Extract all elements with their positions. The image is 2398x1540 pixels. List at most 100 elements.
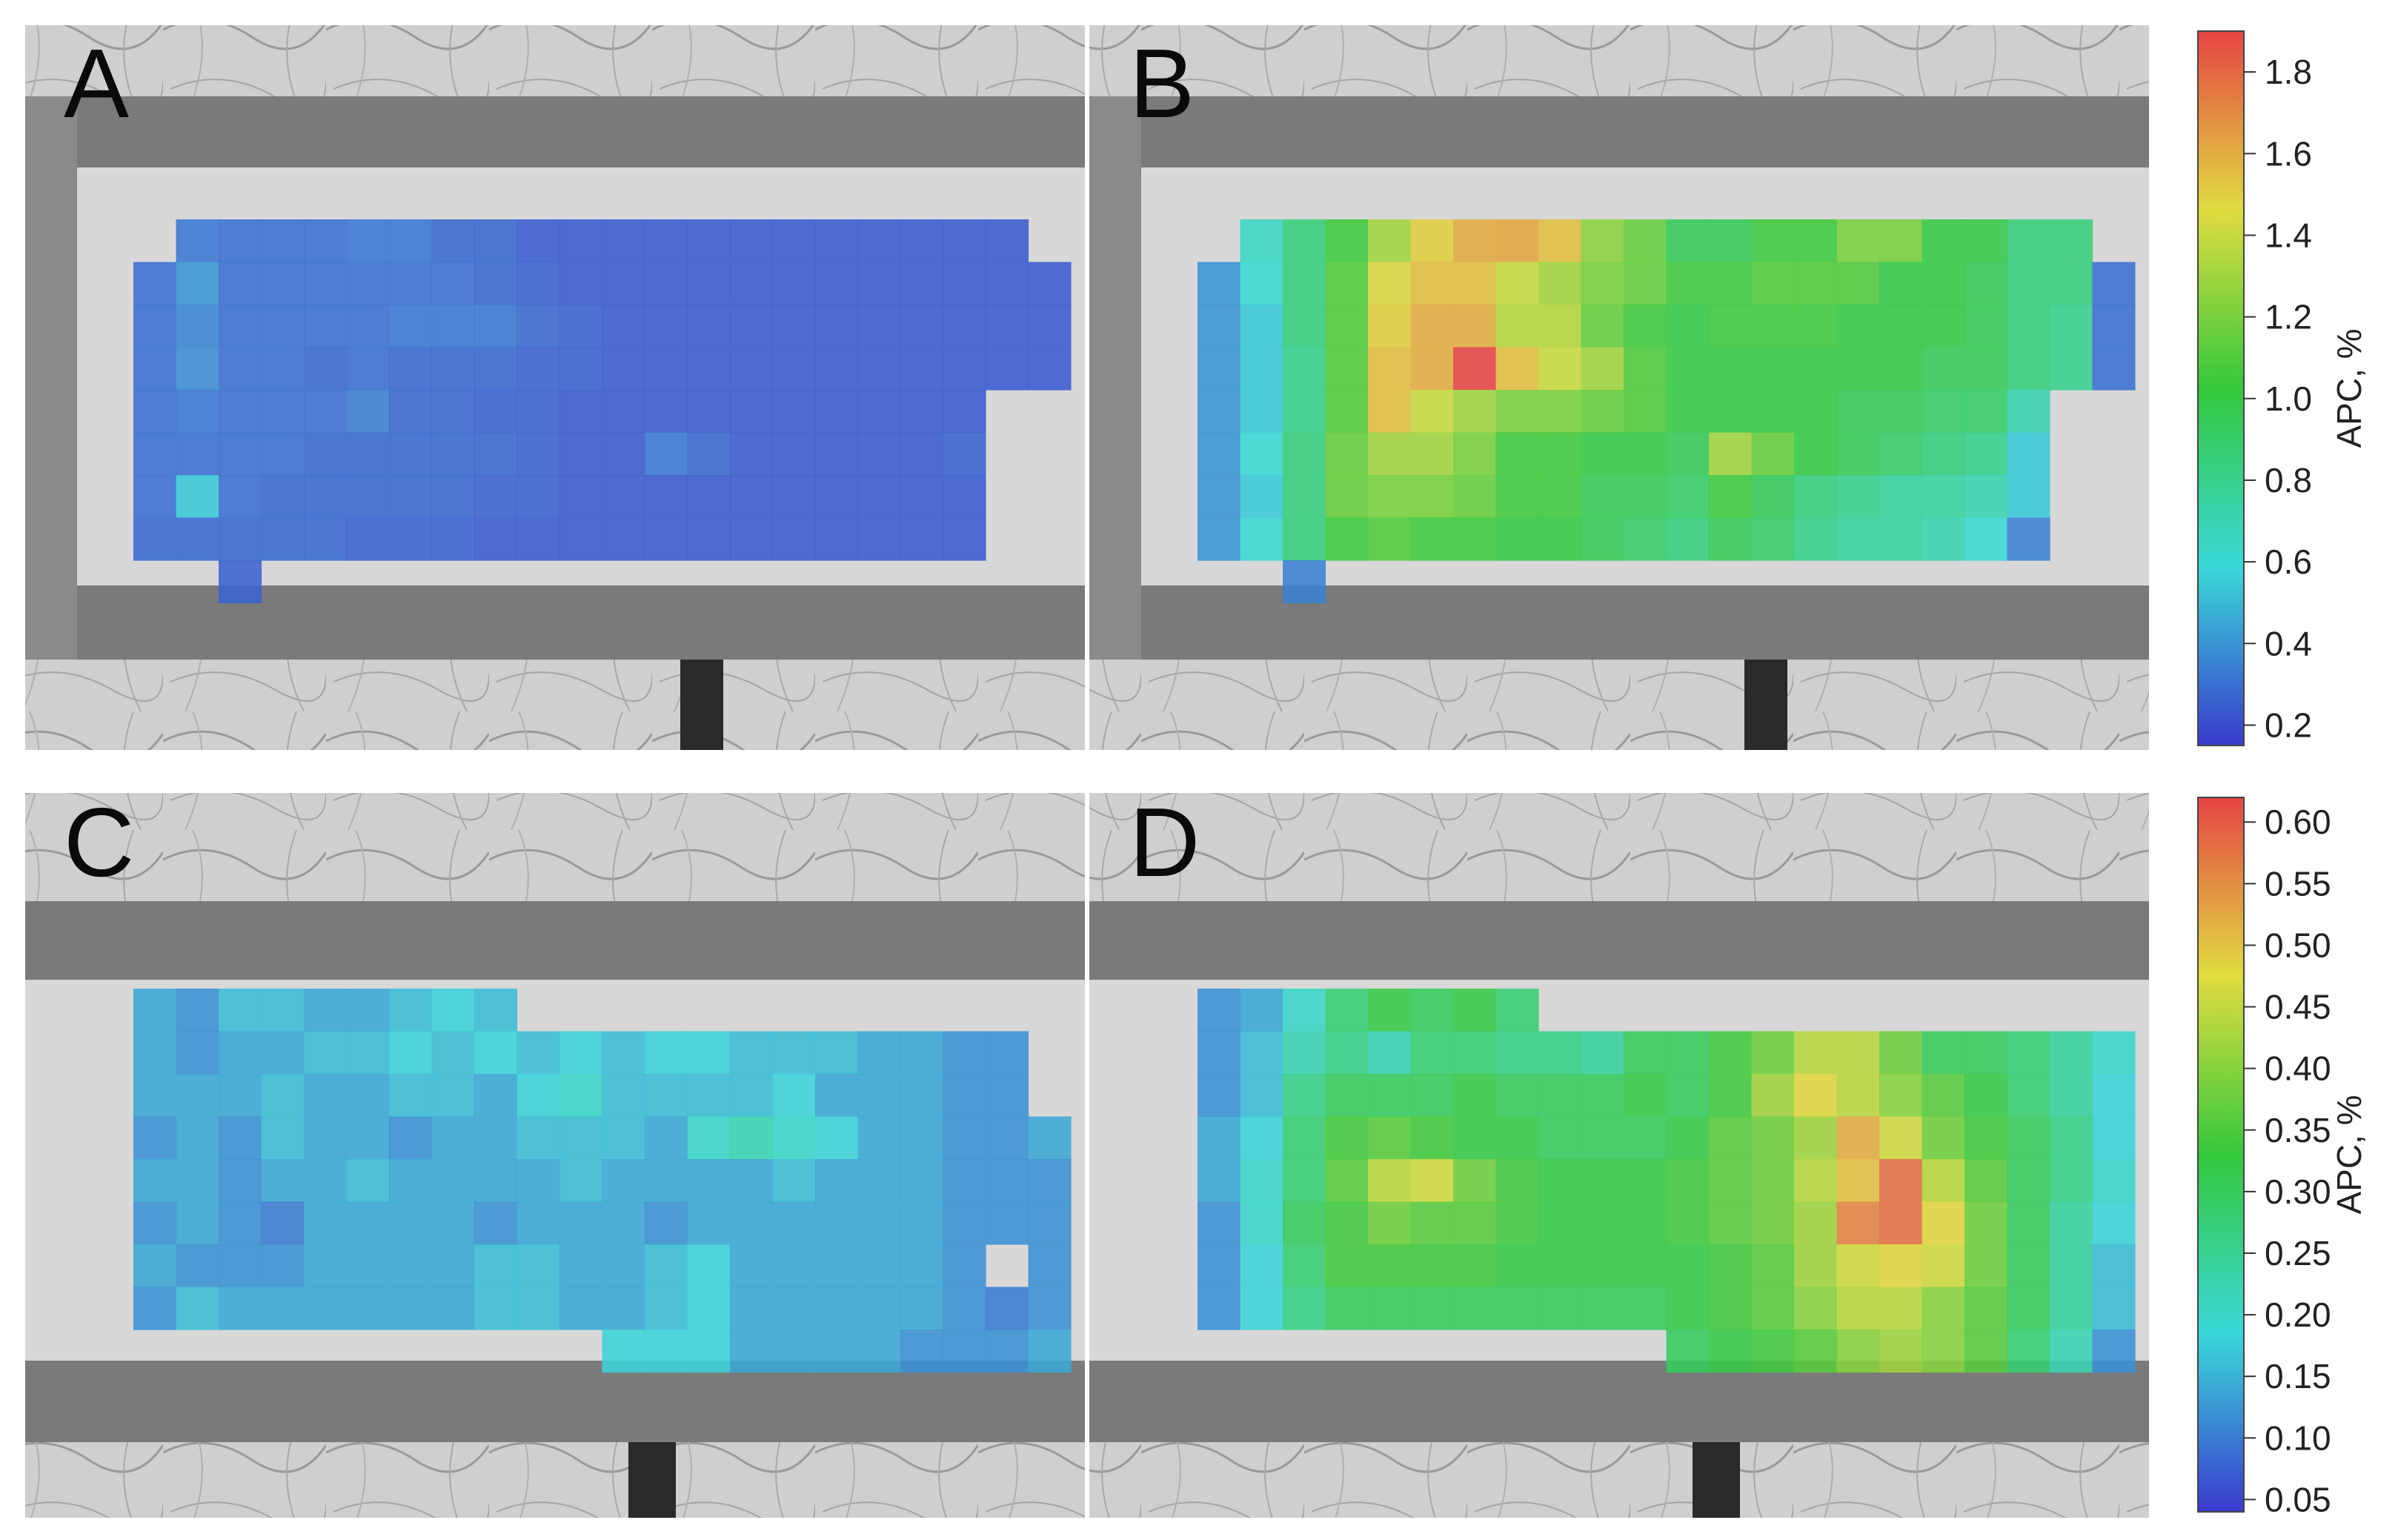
heatmap-cell (645, 475, 688, 519)
heatmap-cell (346, 989, 390, 1032)
heatmap-cell (1794, 517, 1838, 561)
heatmap-cell (133, 1116, 177, 1160)
heatmap-cell (1624, 1159, 1667, 1203)
heatmap-cell (304, 1116, 348, 1160)
heatmap-cell (2050, 1116, 2093, 1160)
heatmap-cell (1624, 1074, 1667, 1118)
heatmap-cell (261, 517, 305, 561)
heatmap-cell (1922, 517, 1965, 561)
heatmap-cell (1368, 1287, 1412, 1330)
heatmap-cell (474, 1074, 518, 1118)
heatmap-cell (2007, 1074, 2050, 1118)
heatmap-cell (1240, 1201, 1283, 1245)
heatmap-cell (2007, 347, 2050, 391)
heatmap-cell (559, 262, 603, 305)
heatmap-cell (772, 1159, 816, 1203)
heatmap-cell (687, 219, 731, 263)
heatmap-cell (645, 390, 688, 434)
heatmap-cell (687, 1031, 731, 1075)
heatmap-cell (474, 1201, 518, 1245)
heatmap-cell (1453, 262, 1497, 305)
heatmap-cell (1538, 1244, 1582, 1288)
heatmap-cell (687, 1244, 731, 1288)
heatmap-cell (857, 305, 901, 348)
heatmap-cell (304, 219, 348, 263)
heatmap-cell (1368, 305, 1412, 348)
heatmap-cell (1538, 1159, 1582, 1203)
heatmap-cell (517, 1244, 560, 1288)
heatmap-cell (857, 1074, 901, 1118)
heatmap-cell (1495, 347, 1539, 391)
colorbar-tick-label: 0.40 (2265, 1049, 2331, 1088)
heatmap-cell (517, 475, 560, 519)
heatmap-cell (1922, 1330, 1965, 1373)
heatmap-cell (1283, 390, 1326, 434)
heatmap-cell (559, 305, 603, 348)
heatmap-cell (1453, 347, 1497, 391)
heatmap-cell (176, 390, 219, 434)
heatmap-cell (602, 1159, 645, 1203)
heatmap-cell (517, 219, 560, 263)
heatmap-cell (219, 517, 262, 561)
heatmap-cell (1794, 1244, 1838, 1288)
colorbar-tick-label: 1.2 (2265, 298, 2312, 336)
heatmap-cell (304, 1201, 348, 1245)
heatmap-cell (687, 347, 731, 391)
heatmap-cell (219, 219, 262, 263)
heatmap-cell (517, 390, 560, 434)
heatmap-cell (986, 305, 1029, 348)
heatmap-cell (1794, 347, 1838, 391)
heatmap-cell (1879, 475, 1923, 519)
heatmap-cell (2050, 262, 2093, 305)
heatmap-cell (2007, 432, 2050, 476)
heatmap-cell (1922, 1031, 1965, 1075)
heatmap-cell (900, 1244, 944, 1288)
heatmap-cell (1538, 219, 1582, 263)
heatmap-cell (602, 1244, 645, 1288)
heatmap-cell (133, 517, 177, 561)
heatmap-cell (2050, 1244, 2093, 1288)
heatmap-cell (1368, 262, 1412, 305)
heatmap-cell (1453, 1287, 1497, 1330)
heatmap-cell (1028, 1244, 1072, 1288)
heatmap-cell (1751, 390, 1795, 434)
heatmap-cell (1538, 1201, 1582, 1245)
heatmap-cell (474, 432, 518, 476)
heatmap-cell (1964, 517, 2008, 561)
heatmap-cell (645, 1244, 688, 1288)
heatmap-cell (815, 390, 859, 434)
heatmap-cell (1581, 517, 1624, 561)
heatmap-cell (730, 1201, 774, 1245)
heatmap-cell (1709, 1244, 1753, 1288)
heatmap-cell (1922, 305, 1965, 348)
heatmap-cell (730, 1244, 774, 1288)
heatmap-cell (219, 262, 262, 305)
heatmap-cell (1879, 1244, 1923, 1288)
heatmap-cell (1879, 1201, 1923, 1245)
heatmap-cell (1666, 390, 1710, 434)
heatmap-cell (645, 1031, 688, 1075)
heatmap-cell (1922, 1159, 1965, 1203)
heatmap-cell (1325, 1031, 1369, 1075)
heatmap-cell (1964, 262, 2008, 305)
heatmap-cell (602, 1116, 645, 1160)
heatmap-cell (815, 517, 859, 561)
heatmap-cell (389, 1244, 433, 1288)
heatmap-cell (1666, 219, 1710, 263)
heatmap-cell (1198, 1116, 1241, 1160)
heatmap-cell (1709, 390, 1753, 434)
heatmap-cell (943, 1074, 986, 1118)
heatmap-cell (1836, 390, 1880, 434)
heatmap-cell (1325, 475, 1369, 519)
heatmap-cell (1964, 390, 2008, 434)
heatmap-cell (1751, 1244, 1795, 1288)
heatmap-cell (943, 517, 986, 561)
heatmap-cell (133, 1201, 177, 1245)
colorbar-tick-label: 0.8 (2265, 461, 2312, 499)
heatmap-cell (730, 219, 774, 263)
heatmap-cell (346, 1116, 390, 1160)
heatmap-cell (431, 1116, 475, 1160)
heatmap-cell (815, 1031, 859, 1075)
heatmap-cell (1751, 219, 1795, 263)
